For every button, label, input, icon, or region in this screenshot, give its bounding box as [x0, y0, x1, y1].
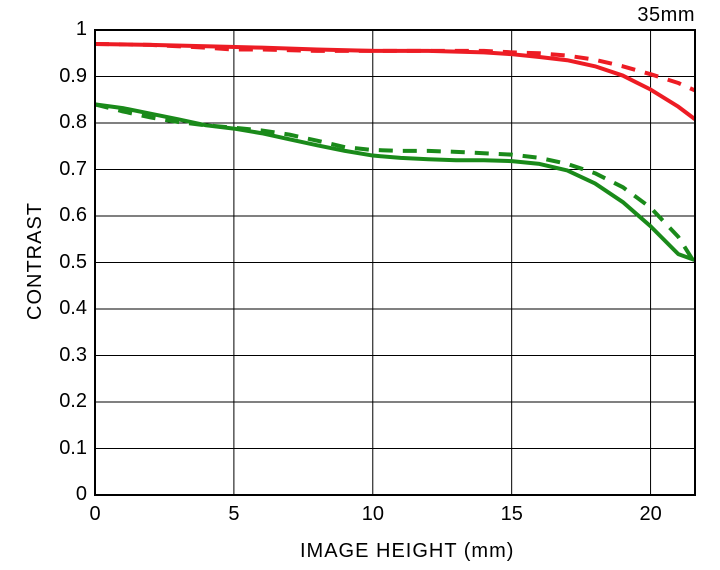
series-red-solid [95, 44, 695, 119]
y-tick-label: 0.9 [47, 65, 87, 88]
x-axis-title: IMAGE HEIGHT (mm) [300, 540, 514, 563]
y-axis-title: CONTRAST [24, 202, 47, 320]
y-tick-label: 0.1 [47, 437, 87, 460]
y-tick-label: 0.4 [47, 297, 87, 320]
x-tick-label: 0 [90, 503, 101, 526]
x-tick-label: 20 [640, 503, 662, 526]
y-tick-label: 1 [47, 18, 87, 41]
mtf-chart: 35mm CONTRAST IMAGE HEIGHT (mm) 00.10.20… [0, 0, 720, 570]
grid [95, 30, 695, 495]
y-tick-label: 0.5 [47, 251, 87, 274]
series-green-solid [95, 104, 695, 260]
y-tick-label: 0 [47, 483, 87, 506]
x-tick-label: 10 [362, 503, 384, 526]
y-tick-label: 0.2 [47, 390, 87, 413]
x-tick-label: 5 [228, 503, 239, 526]
y-tick-label: 0.6 [47, 204, 87, 227]
chart-plot [0, 0, 720, 570]
x-tick-label: 15 [501, 503, 523, 526]
y-tick-label: 0.8 [47, 111, 87, 134]
y-tick-label: 0.7 [47, 158, 87, 181]
series-green-dashed [95, 104, 695, 263]
y-tick-label: 0.3 [47, 344, 87, 367]
series-red-dashed [95, 44, 695, 90]
